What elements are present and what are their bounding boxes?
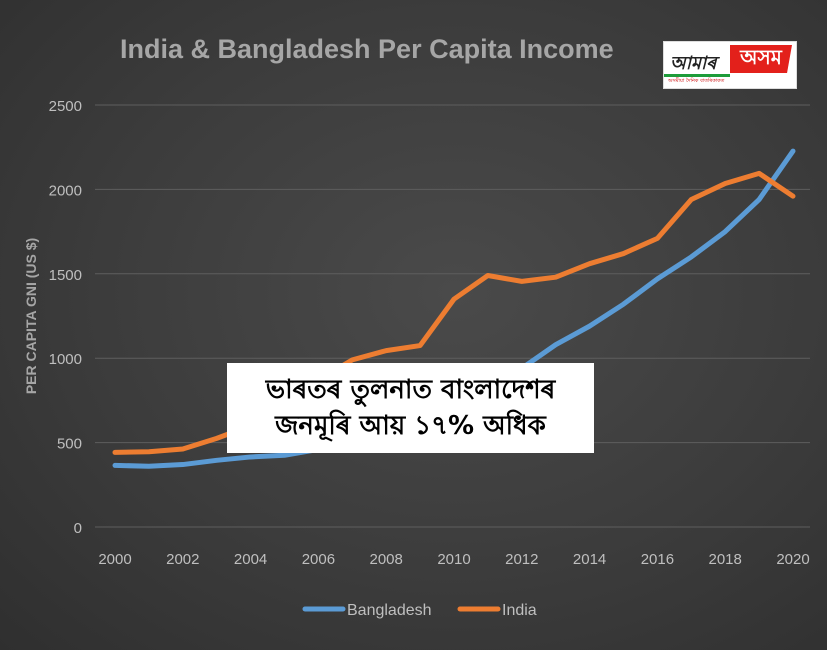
caption-line-1: ভাৰতৰ তুলনাত বাংলাদেশৰ	[265, 375, 556, 405]
x-tick-label: 2018	[709, 551, 742, 568]
x-tick-label: 2014	[573, 551, 606, 568]
x-tick-label: 2006	[302, 551, 335, 568]
legend-label-india: India	[502, 602, 537, 619]
y-axis-label: PER CAPITA GNI (US $)	[23, 238, 39, 394]
y-tick-label: 500	[57, 436, 82, 453]
y-tick-label: 2000	[49, 182, 82, 199]
y-tick-label: 2500	[49, 98, 82, 115]
chart-title: India & Bangladesh Per Capita Income	[120, 34, 614, 64]
x-tick-label: 2004	[234, 551, 267, 568]
x-tick-label: 2020	[776, 551, 809, 568]
x-tick-label: 2000	[98, 551, 131, 568]
x-tick-label: 2016	[641, 551, 674, 568]
x-axis-ticks: 2000 2002 2004 2006 2008 2010 2012 2014 2016 2018…	[98, 551, 809, 568]
x-tick-label: 2002	[166, 551, 199, 568]
amar-axom-logo[interactable]: আমাৰ অসম অসমীয়া দৈনিক বাতৰিকাকত	[663, 41, 797, 89]
x-tick-label: 2010	[437, 551, 470, 568]
legend-label-bangladesh: Bangladesh	[347, 602, 432, 619]
logo-tagline: অসমীয়া দৈনিক বাতৰিকাকত	[668, 78, 725, 84]
y-tick-label: 0	[74, 520, 82, 537]
legend: Bangladesh India	[302, 602, 537, 619]
logo-left-text: আমাৰ	[670, 53, 717, 74]
caption-line-2: জনমূৰি আয় ১৭% অধিক	[275, 411, 546, 441]
logo-right-text: অসম	[730, 45, 792, 73]
y-tick-label: 1500	[49, 267, 82, 284]
logo-underline	[664, 74, 730, 77]
x-tick-label: 2012	[505, 551, 538, 568]
x-tick-label: 2008	[370, 551, 403, 568]
caption-box: ভাৰতৰ তুলনাত বাংলাদেশৰ জনমূৰি আয় ১৭% অধ…	[227, 363, 594, 453]
y-tick-label: 1000	[49, 351, 82, 368]
y-axis-ticks: 0 500 1000 1500 2000 2500	[49, 98, 82, 537]
